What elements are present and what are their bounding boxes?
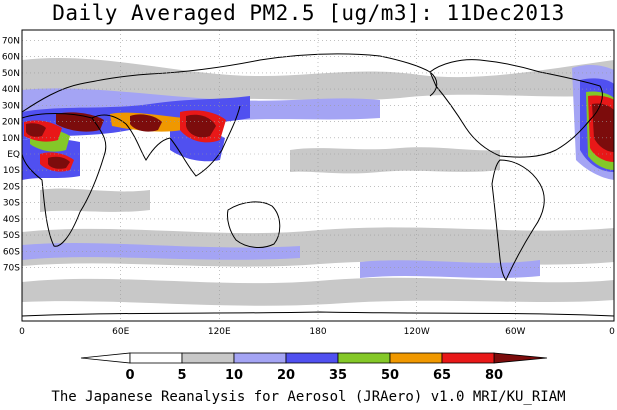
colorbar-label: 35 [329, 368, 347, 383]
lon-label: 60W [505, 327, 525, 337]
colorbar-high-arrow [493, 352, 548, 364]
lat-label: 40N [2, 85, 20, 95]
colorbar-swatch [389, 352, 443, 364]
lat-label: 20S [3, 182, 20, 192]
lat-label: 10N [2, 134, 20, 144]
graticule [22, 30, 614, 321]
lon-label: 120W [404, 327, 430, 337]
lat-label: 20N [2, 118, 20, 128]
lat-label: 70S [3, 264, 20, 274]
colorbar-low-arrow [80, 352, 131, 364]
colorbar-label: 80 [485, 368, 503, 383]
map-title: Daily Averaged PM2.5 [ug/m3]: 11Dec2013 [52, 1, 565, 25]
map-frame [21, 29, 615, 322]
colorbar: 0 5 10 20 35 50 65 80 [80, 352, 548, 383]
coastlines [21, 53, 615, 317]
lon-label: 180 [309, 327, 326, 337]
colorbar-label: 5 [177, 368, 186, 383]
colorbar-label: 65 [433, 368, 451, 383]
colorbar-swatch [181, 352, 235, 364]
colorbar-swatch [233, 352, 287, 364]
lat-label: 60N [2, 53, 20, 63]
lat-label: 30S [3, 199, 20, 209]
colorbar-label: 50 [381, 368, 399, 383]
colorbar-label: 20 [277, 368, 295, 383]
colorbar-swatch [285, 352, 339, 364]
colorbar-label: 0 [125, 368, 134, 383]
lat-label: 60S [3, 247, 20, 257]
lat-label: 70N [2, 36, 20, 46]
lat-label: 10S [3, 166, 20, 176]
lat-label: 50S [3, 231, 20, 241]
lon-label: 0 [609, 327, 615, 337]
lat-label: EQ [7, 150, 20, 160]
colorbar-label: 10 [225, 368, 243, 383]
lat-label: 40S [3, 215, 20, 225]
lon-label: 120E [208, 327, 231, 337]
lat-label: 50N [2, 69, 20, 79]
lat-label: 30N [2, 101, 20, 111]
colorbar-swatch [441, 352, 495, 364]
colorbar-swatch [129, 352, 183, 364]
lon-label: 0 [19, 327, 25, 337]
colorbar-swatch [337, 352, 391, 364]
lon-label: 60E [112, 327, 129, 337]
map-footer: The Japanese Reanalysis for Aerosol (JRA… [51, 389, 566, 405]
